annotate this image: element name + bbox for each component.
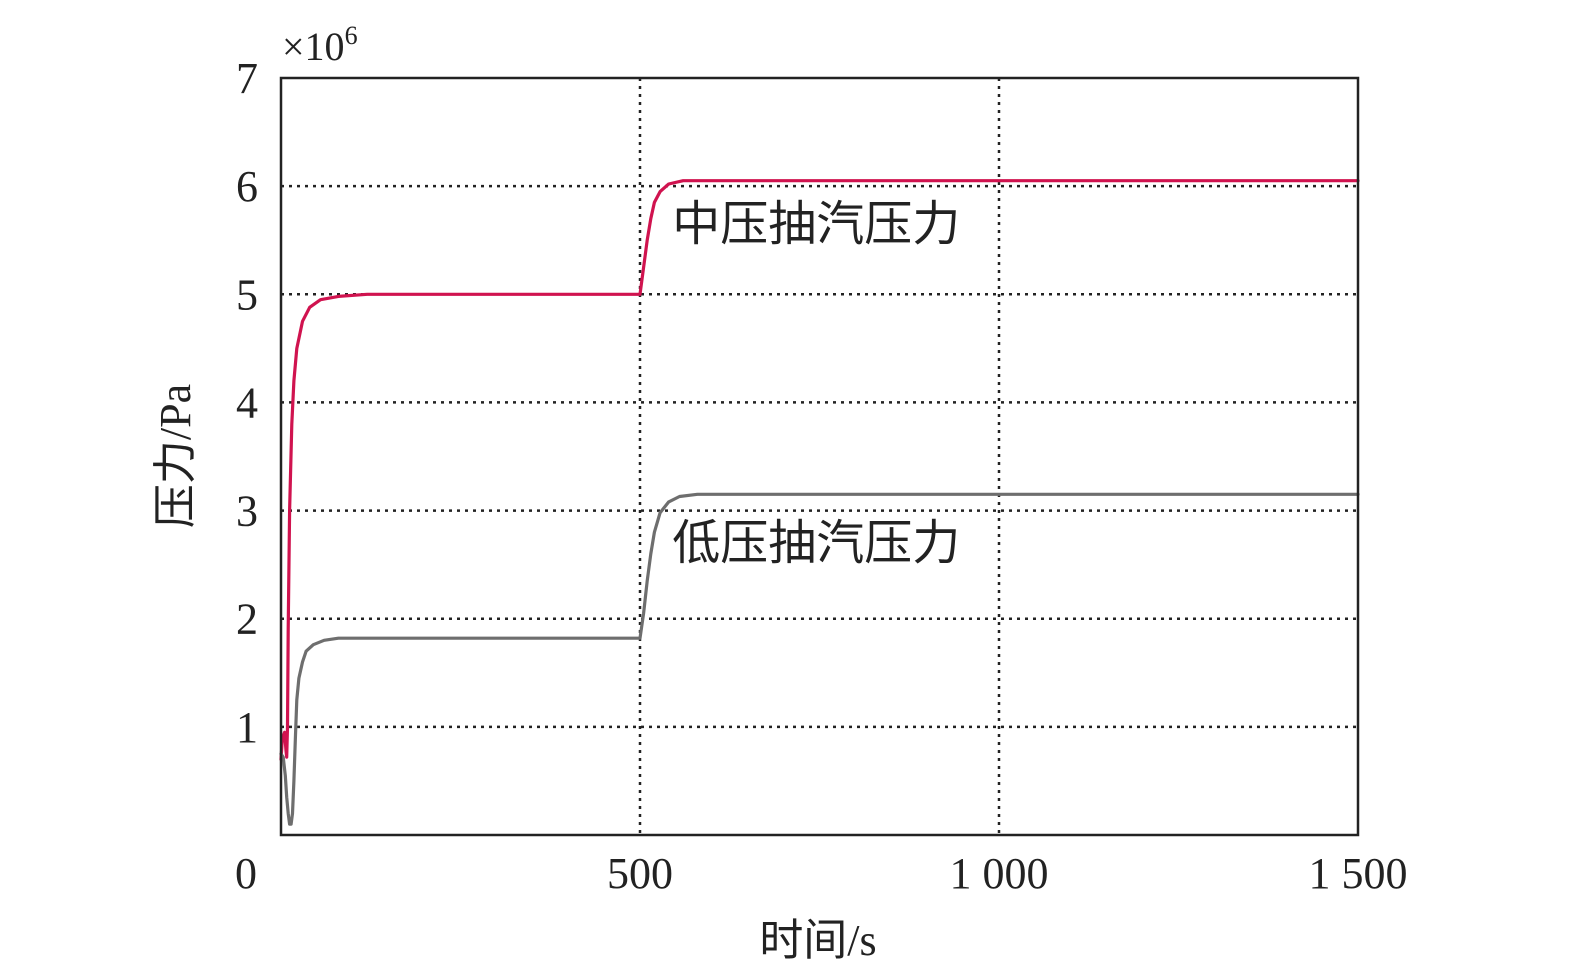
- x-axis-title: 时间/s: [759, 916, 876, 965]
- x-tick-label: 500: [607, 849, 673, 898]
- y-tick-label: 2: [236, 595, 258, 644]
- tick-labels: 1 2 3 4 5 6 7 0 500 1 000 1 500: [235, 54, 1408, 898]
- series-lines: [279, 179, 1360, 826]
- y-tick-label: 4: [236, 378, 258, 427]
- y-axis-title: 压力/Pa: [151, 384, 200, 528]
- series-label: 低压抽汽压力: [672, 517, 960, 570]
- y-axis-multiplier: ×106: [282, 21, 358, 69]
- grid-lines: [281, 78, 1358, 835]
- plot-frame: [279, 76, 1360, 837]
- series-line: [279, 179, 1360, 761]
- y-tick-label: 6: [236, 162, 258, 211]
- series-label: 中压抽汽压力: [672, 198, 960, 251]
- y-tick-label: 1: [236, 703, 258, 752]
- x-tick-label: 1 000: [950, 849, 1049, 898]
- y-tick-label: 5: [236, 270, 258, 319]
- y-tick-label: 7: [236, 54, 258, 103]
- series-line: [279, 492, 1360, 826]
- x-tick-label: 1 500: [1309, 849, 1408, 898]
- x-tick-label: 0: [235, 849, 257, 898]
- y-tick-label: 3: [236, 487, 258, 536]
